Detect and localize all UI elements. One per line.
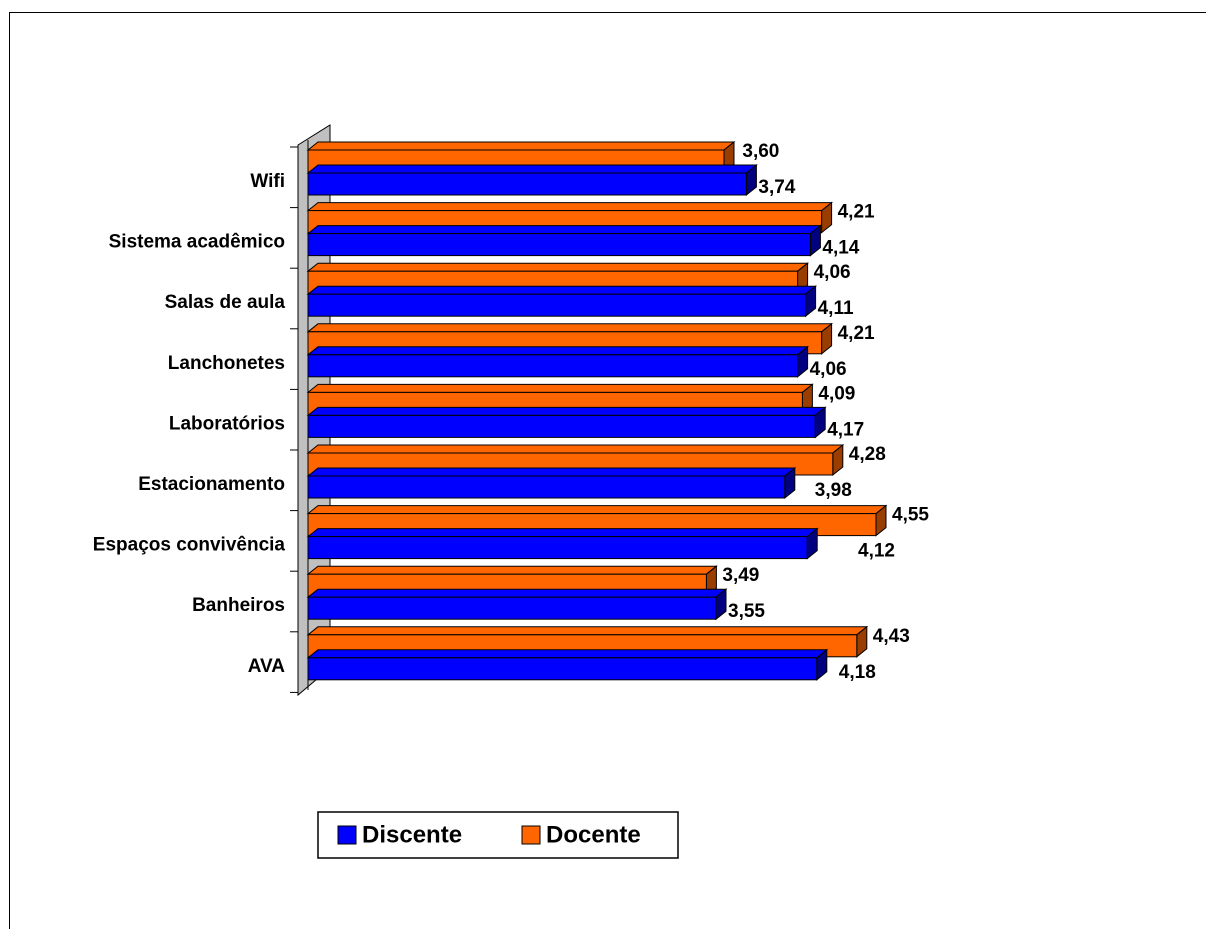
- bar-top: [306, 565, 718, 575]
- bar-top: [306, 505, 888, 515]
- y-tick-label: Salas de aula: [165, 292, 286, 313]
- bar: [307, 293, 807, 317]
- bar: [307, 233, 811, 257]
- bar-top: [306, 444, 845, 454]
- bar-top: [306, 383, 814, 393]
- value-label: 4,18: [839, 662, 876, 683]
- bar-top: [306, 202, 834, 212]
- y-tick-label: Sistema acadêmico: [109, 232, 285, 253]
- bar-top: [306, 262, 810, 272]
- value-label: 3,49: [722, 565, 759, 586]
- value-label: 3,55: [728, 601, 765, 622]
- value-label: 4,12: [858, 541, 895, 562]
- bar-top: [306, 141, 736, 151]
- value-label: 4,21: [838, 323, 875, 344]
- bar-top: [306, 225, 822, 235]
- bar: [307, 354, 799, 378]
- y-tick-label: AVA: [248, 656, 286, 677]
- value-label: 3,74: [758, 177, 795, 198]
- bar-top: [306, 285, 818, 295]
- bar-top: [306, 164, 758, 174]
- legend-swatch: [521, 825, 541, 845]
- y-tick-label: Lanchonetes: [168, 353, 285, 374]
- bar-top: [306, 626, 869, 636]
- bar-top: [306, 346, 810, 356]
- bar: [307, 475, 786, 499]
- y-tick-label: Wifi: [250, 171, 285, 192]
- bar: [307, 657, 818, 681]
- bar: [307, 414, 816, 438]
- legend-label: Docente: [546, 821, 641, 848]
- y-tick-label: Laboratórios: [169, 413, 285, 434]
- value-label: 4,17: [827, 419, 864, 440]
- value-label: 4,28: [849, 444, 886, 465]
- bar-top: [306, 649, 829, 659]
- value-label: 4,14: [822, 238, 859, 259]
- bar-top: [306, 528, 819, 538]
- value-label: 4,43: [873, 626, 910, 647]
- value-label: 4,21: [838, 202, 875, 223]
- value-label: 4,11: [818, 298, 854, 319]
- y-tick-label: Estacionamento: [138, 474, 285, 495]
- legend-box: [317, 811, 679, 859]
- value-label: 4,55: [892, 505, 929, 526]
- y-tick-label: Espaços convivência: [93, 535, 286, 556]
- bar-top: [306, 588, 728, 598]
- bar-top: [306, 323, 834, 333]
- value-label: 4,06: [814, 262, 851, 283]
- legend-swatch: [337, 825, 357, 845]
- bar-top: [306, 467, 797, 477]
- value-label: 4,06: [810, 359, 847, 380]
- bar: [307, 596, 717, 620]
- y-tick-label: Banheiros: [192, 595, 285, 616]
- value-label: 3,60: [742, 141, 779, 162]
- bar: [307, 172, 747, 196]
- value-label: 4,09: [818, 383, 855, 404]
- bar-top: [306, 406, 827, 416]
- bar: [307, 536, 808, 560]
- value-label: 3,98: [815, 480, 852, 501]
- legend-label: Discente: [362, 821, 462, 848]
